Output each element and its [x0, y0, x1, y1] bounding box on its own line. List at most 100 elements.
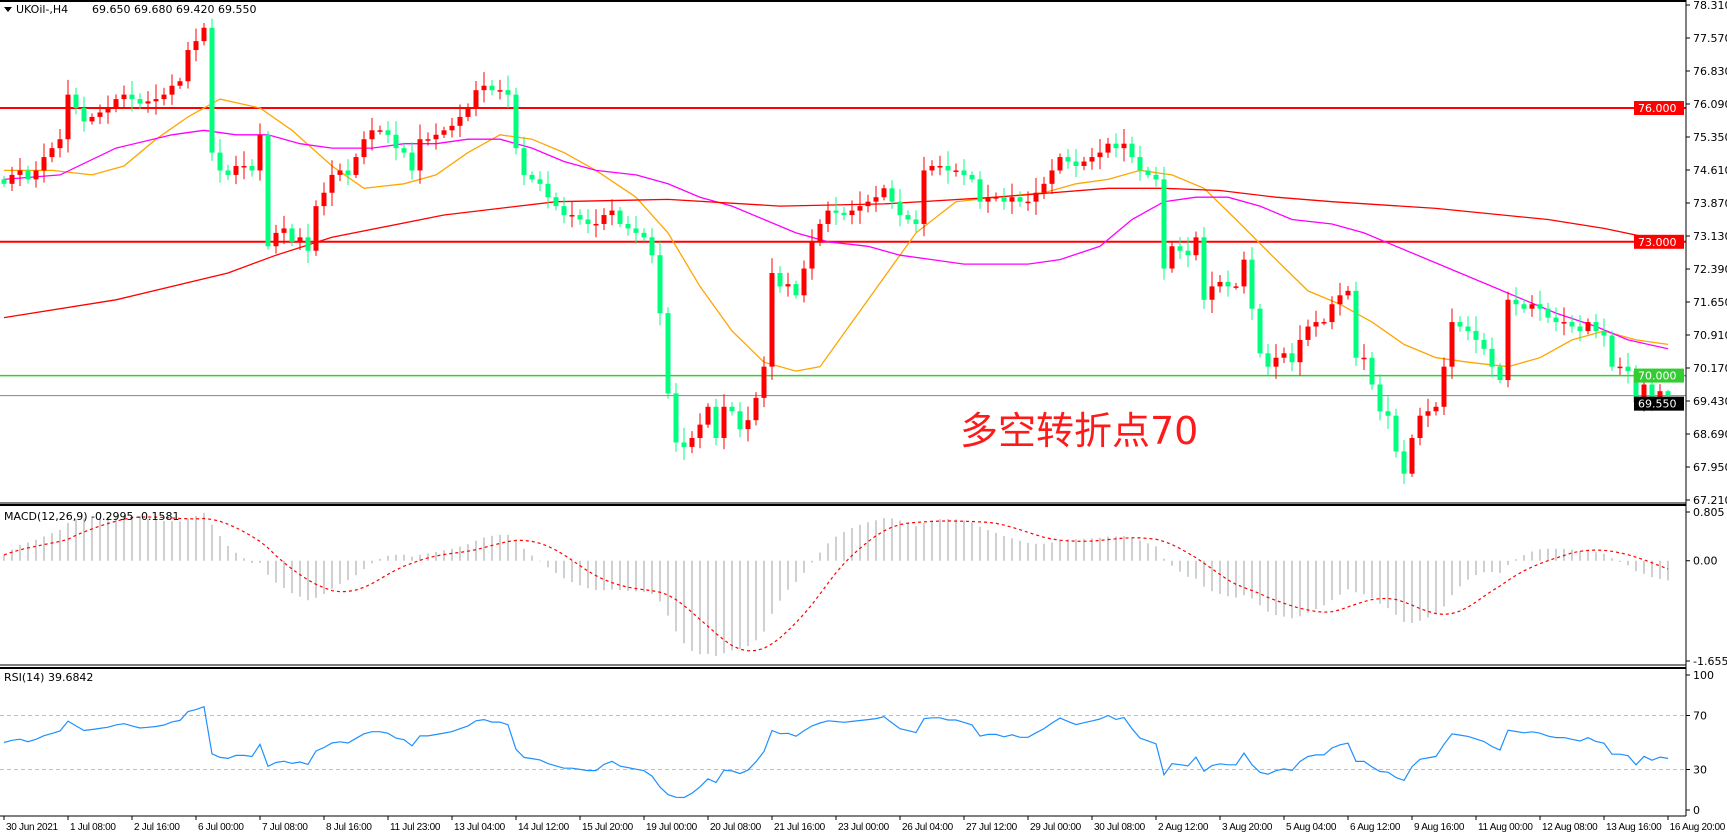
bullish-candle — [1329, 304, 1335, 323]
bullish-candle — [473, 90, 479, 109]
time-tick-label: 9 Aug 16:00 — [1414, 822, 1465, 833]
price-tick-label: 76.090 — [1693, 98, 1727, 111]
bullish-candle — [97, 112, 103, 117]
bullish-candle — [1209, 286, 1215, 300]
bearish-candle — [961, 170, 967, 175]
bullish-candle — [49, 148, 55, 158]
bearish-candle — [73, 94, 79, 109]
level-price-label: 76.000 — [1638, 102, 1677, 115]
bullish-candle — [1417, 415, 1423, 439]
bearish-candle — [553, 197, 559, 207]
bid-price-badge — [1634, 396, 1684, 411]
macd-pane[interactable] — [3, 512, 1669, 657]
rsi-pane[interactable] — [0, 705, 1686, 799]
bullish-candle — [1241, 259, 1247, 287]
bullish-candle — [449, 125, 455, 131]
time-tick-label: 20 Jul 08:00 — [710, 822, 762, 833]
bearish-candle — [649, 237, 655, 256]
bullish-candle — [769, 273, 775, 367]
bullish-candle — [689, 438, 695, 447]
bearish-candle — [409, 152, 415, 171]
bullish-candle — [465, 108, 471, 117]
bearish-candle — [545, 183, 551, 198]
bearish-candle — [897, 201, 903, 216]
time-tick-label: 29 Jul 00:00 — [1030, 822, 1082, 833]
bullish-candle — [1025, 201, 1031, 204]
time-tick-label: 16 Aug 20:00 — [1670, 822, 1726, 833]
bearish-candle — [265, 134, 271, 247]
bearish-candle — [1113, 143, 1119, 149]
price-tick-label: 70.170 — [1693, 362, 1727, 375]
macd-tick-label: -1.6556 — [1693, 655, 1727, 668]
bullish-candle — [1297, 339, 1303, 363]
bearish-candle — [385, 130, 391, 135]
price-tick-label: 76.830 — [1693, 65, 1727, 78]
bearish-candle — [1601, 330, 1607, 336]
bullish-candle — [705, 406, 711, 425]
time-tick-label: 23 Jul 00:00 — [838, 822, 890, 833]
bullish-candle — [609, 210, 615, 216]
bullish-candle — [361, 139, 367, 158]
bullish-candle — [1505, 299, 1511, 381]
bullish-candle — [497, 90, 503, 92]
bullish-candle — [1233, 286, 1239, 288]
bullish-candle — [985, 197, 991, 202]
time-tick-label: 27 Jul 12:00 — [966, 822, 1018, 833]
bearish-candle — [977, 179, 983, 202]
bearish-candle — [1609, 335, 1615, 367]
bearish-candle — [305, 237, 311, 251]
time-tick-label: 11 Aug 00:00 — [1478, 822, 1533, 833]
bullish-candle — [281, 228, 287, 233]
bearish-candle — [1457, 322, 1463, 327]
bullish-candle — [953, 170, 959, 172]
bullish-candle — [801, 268, 807, 296]
bullish-candle — [9, 174, 15, 184]
bullish-candle — [697, 424, 703, 439]
bearish-candle — [665, 313, 671, 394]
time-tick-label: 12 Aug 08:00 — [1542, 822, 1598, 833]
bullish-candle — [761, 366, 767, 398]
bearish-candle — [225, 170, 231, 175]
dropdown-triangle-icon[interactable] — [4, 7, 12, 12]
bearish-candle — [505, 90, 511, 95]
bearish-candle — [81, 108, 87, 122]
bullish-candle — [329, 174, 335, 193]
bearish-candle — [401, 148, 407, 153]
bearish-candle — [1161, 179, 1167, 269]
bearish-candle — [945, 165, 951, 171]
bullish-candle — [457, 116, 463, 126]
bullish-candle — [873, 197, 879, 202]
ohlc-readout: 69.650 69.680 69.420 69.550 — [92, 3, 256, 16]
bullish-candle — [201, 27, 207, 42]
bearish-candle — [657, 255, 663, 314]
bearish-candle — [969, 174, 975, 180]
bullish-candle — [241, 165, 247, 168]
bearish-candle — [529, 174, 535, 180]
bearish-candle — [521, 148, 527, 175]
bullish-candle — [481, 85, 487, 91]
bearish-candle — [1625, 366, 1631, 372]
bullish-candle — [273, 232, 279, 247]
bearish-candle — [585, 219, 591, 224]
bullish-candle — [745, 420, 751, 430]
bearish-candle — [1481, 339, 1487, 349]
bullish-candle — [1049, 170, 1055, 184]
bullish-candle — [113, 99, 119, 109]
bearish-candle — [249, 165, 255, 171]
bullish-candle — [1089, 157, 1095, 162]
bearish-candle — [1577, 326, 1583, 331]
bullish-candle — [193, 41, 199, 51]
bullish-candle — [881, 188, 887, 198]
price-tick-label: 75.350 — [1693, 131, 1727, 144]
time-tick-label: 3 Aug 20:00 — [1222, 822, 1273, 833]
macd-signal-line — [3, 516, 1669, 652]
bearish-candle — [1137, 157, 1143, 171]
rsi-tick-label: 30 — [1693, 764, 1707, 777]
bullish-candle — [1337, 295, 1343, 305]
moving-average-ma_mid — [3, 129, 1669, 350]
bearish-candle — [209, 27, 215, 153]
time-tick-label: 19 Jul 00:00 — [646, 822, 698, 833]
bearish-candle — [841, 212, 847, 216]
